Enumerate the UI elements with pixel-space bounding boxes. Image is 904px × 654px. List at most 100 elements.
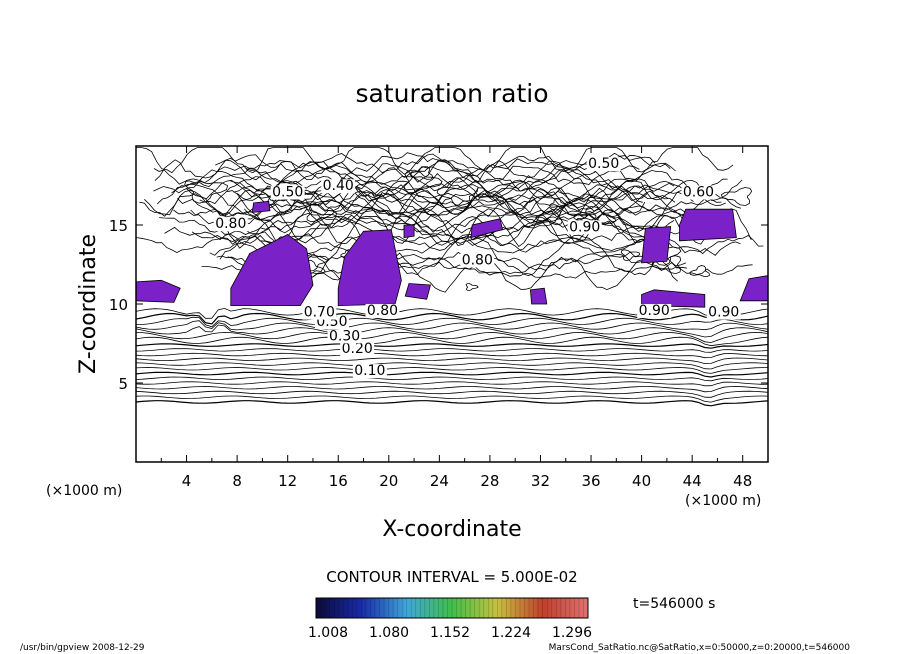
- shaded-region: [739, 275, 769, 302]
- y-tick-label: 15: [109, 217, 128, 235]
- contour-loop: [403, 169, 443, 194]
- contour-line-lower: [135, 376, 769, 382]
- contour-label: 0.70: [304, 305, 335, 321]
- colorbar-ticks: 1.008 1.080 1.152 1.224 1.296: [308, 625, 592, 641]
- contour-loop: [620, 249, 640, 262]
- shaded-region: [135, 279, 181, 303]
- x-tick-label: 8: [232, 472, 242, 490]
- x-axis-label: X-coordinate: [382, 517, 521, 542]
- shaded-region: [529, 287, 548, 305]
- y-tick-label: 5: [118, 375, 128, 393]
- shaded-region: [641, 226, 672, 264]
- contour-line-lower: [135, 381, 769, 387]
- contour-label-bg: [586, 157, 621, 172]
- contour-interval: CONTOUR INTERVAL = 5.000E-02: [326, 568, 577, 586]
- contour-label: 0.10: [354, 363, 385, 379]
- contour-line-upper: [153, 158, 675, 194]
- contour-label-bg: [213, 217, 248, 232]
- x-tick-label: 28: [480, 472, 499, 490]
- x-tick-label: 44: [683, 472, 702, 490]
- contour-line-upper: [233, 185, 694, 209]
- contour-line-upper: [255, 206, 752, 248]
- x-tick-label: 40: [632, 472, 651, 490]
- contour-label: 0.90: [639, 303, 670, 319]
- contour-loop: [306, 203, 338, 223]
- shaded-region: [251, 200, 271, 213]
- x-tick-label: 24: [430, 472, 449, 490]
- y-axis-label: Z-coordinate: [76, 234, 101, 374]
- contour-line-upper: [219, 211, 695, 249]
- contour-line-lower: [135, 352, 769, 359]
- contour-line-lower: [135, 367, 769, 374]
- contour-line-upper: [136, 147, 734, 175]
- colorbar-tick-label: 1.296: [552, 625, 592, 641]
- contour-label: 0.30: [329, 328, 360, 344]
- supersaturation-regions: [135, 200, 769, 308]
- footer-right: MarsCond_SatRatio.nc@SatRatio,x=0:50000,…: [549, 643, 851, 653]
- contour-loop: [549, 198, 567, 208]
- y-axis-ticks: 5 10 15: [109, 217, 768, 393]
- shaded-region: [470, 218, 504, 239]
- contour-label-bg: [302, 305, 337, 320]
- contour-label-bg: [706, 305, 741, 320]
- contour-line-upper: [144, 187, 646, 216]
- contour-label: 0.90: [569, 219, 600, 235]
- contour-loop: [720, 187, 753, 206]
- x-tick-label: 20: [379, 472, 398, 490]
- colorbar-stripes: [320, 598, 584, 618]
- contour-line-lower: [135, 357, 769, 365]
- contour-label-bg: [340, 341, 375, 356]
- contour-label: 0.40: [323, 178, 354, 194]
- x-tick-label: 36: [581, 472, 600, 490]
- contour-label-bg: [352, 364, 387, 379]
- contour-label: 0.50: [588, 156, 619, 172]
- contour-loop: [651, 255, 682, 275]
- shaded-region: [403, 224, 415, 239]
- contour-label-bg: [567, 220, 602, 235]
- contour-label: 0.80: [462, 253, 493, 269]
- contour-loop: [578, 205, 617, 228]
- contour-line-lower: [135, 331, 769, 343]
- shaded-region: [230, 234, 314, 306]
- x-tick-label: 48: [733, 472, 752, 490]
- contour-line-lower: [135, 324, 769, 338]
- contour-line-lower: [135, 395, 769, 403]
- contour-label-bg: [637, 304, 672, 319]
- contour-line-lower: [135, 316, 769, 328]
- chart-title: saturation ratio: [355, 79, 548, 108]
- contour-label-bg: [681, 185, 716, 200]
- contour-label: 0.50: [272, 185, 303, 201]
- x-tick-label: 32: [531, 472, 550, 490]
- contour-line-lower: [135, 312, 769, 325]
- contour-label-bg: [365, 304, 400, 319]
- contour-line-upper: [229, 205, 665, 243]
- contour-loop: [436, 184, 479, 208]
- contour-line-lower: [135, 307, 769, 319]
- x-unit-right: (×1000 m): [685, 493, 761, 509]
- colorbar: [315, 597, 589, 619]
- time-label: t=546000 s: [633, 596, 715, 612]
- contour-label: 0.80: [367, 303, 398, 319]
- contour-label-bg: [270, 185, 305, 200]
- shaded-region: [337, 229, 402, 307]
- contour-line-lower: [135, 386, 769, 393]
- contour-line-upper: [235, 192, 646, 233]
- shaded-region: [404, 283, 432, 300]
- contour-labels: 0.10 0.200.30 0.50 0.70 0.80 0.90 0.90 0.90 0.80…: [213, 156, 741, 379]
- contour-label-bg: [321, 179, 356, 194]
- x-unit-left: (×1000 m): [46, 483, 122, 499]
- contour-line-lower: [135, 343, 769, 349]
- contour-lines: [135, 147, 769, 407]
- contour-label-bg: [327, 329, 362, 344]
- contour-label: 0.80: [215, 216, 246, 232]
- contour-loop: [184, 178, 229, 204]
- contour-label: 0.20: [342, 341, 373, 357]
- contour-label: 0.90: [708, 305, 739, 321]
- shaded-region: [641, 289, 706, 308]
- contour-line-lower: [135, 371, 769, 378]
- contour-line-lower: [135, 362, 769, 370]
- contour-line-upper: [190, 198, 722, 218]
- contour-line-lower: [135, 348, 769, 353]
- y-tick-label: 10: [109, 296, 128, 314]
